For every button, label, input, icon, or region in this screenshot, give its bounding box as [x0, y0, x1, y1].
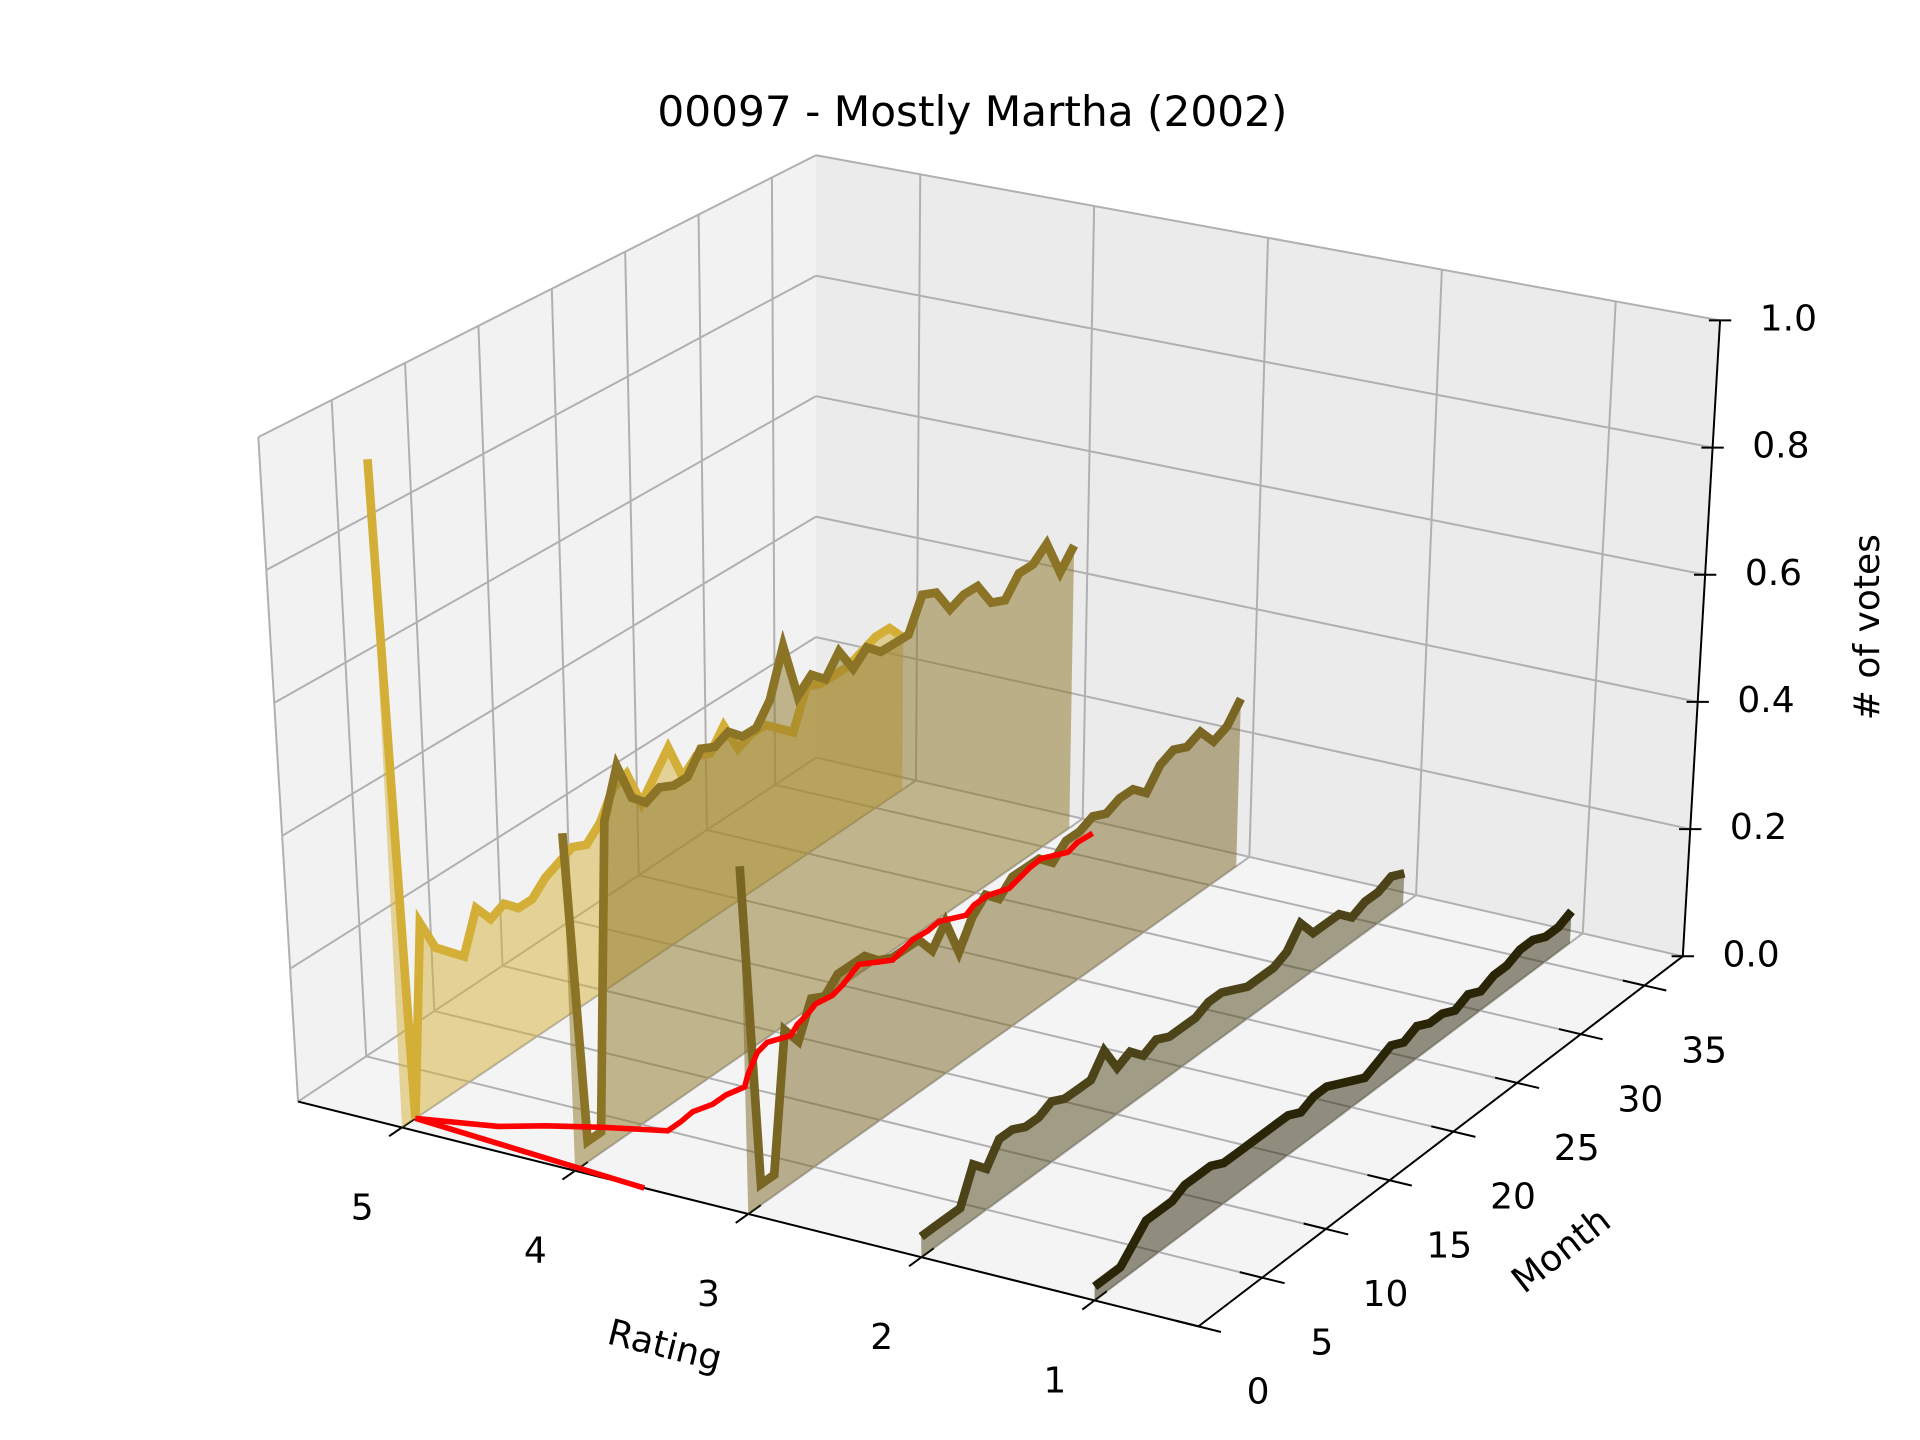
- grid-line: [273, 395, 817, 704]
- grid-line: [404, 362, 436, 1012]
- y-tick-label: 35: [1681, 1031, 1727, 1072]
- grid-line: [815, 274, 1713, 449]
- y-tick-label: 15: [1426, 1225, 1472, 1266]
- grid-line: [477, 325, 504, 966]
- grid-line: [815, 515, 1698, 703]
- series-area: [921, 873, 1405, 1258]
- grid-line: [815, 395, 1706, 576]
- grid-line: [1248, 237, 1269, 857]
- x-tick-label: 3: [697, 1274, 720, 1315]
- grid-line: [1081, 206, 1096, 819]
- grid-line: [1581, 301, 1617, 934]
- grid-line: [330, 400, 368, 1057]
- y-tick-label: 0: [1247, 1371, 1270, 1412]
- grid-line: [1415, 269, 1443, 896]
- z-tick-label: 0.4: [1737, 680, 1794, 721]
- series-line: [558, 535, 1078, 1150]
- grid-line: [281, 515, 817, 837]
- grid-line: [265, 274, 817, 571]
- z-tick-label: 0.8: [1752, 426, 1809, 467]
- y-tick-label: 30: [1618, 1079, 1664, 1120]
- x-tick-label: 1: [1043, 1360, 1066, 1401]
- x-tick-label: 4: [524, 1231, 547, 1272]
- y-tick-label: 5: [1310, 1323, 1333, 1364]
- grid-line: [815, 154, 1721, 322]
- grid-line: [257, 154, 817, 439]
- grid-line: [550, 288, 572, 921]
- y-tick-label: 25: [1554, 1128, 1600, 1169]
- series-area: [562, 543, 1075, 1171]
- z-tick-label: 0.2: [1730, 807, 1787, 848]
- series-area: [1094, 911, 1572, 1301]
- grid-line: [1093, 932, 1584, 1302]
- series-line: [918, 869, 1406, 1241]
- z-tick-label: 1.0: [1760, 298, 1817, 339]
- series-line: [1092, 908, 1575, 1290]
- series-area: [739, 698, 1241, 1214]
- z-axis-label: # of votes: [1847, 534, 1888, 720]
- grid-line: [289, 636, 817, 970]
- x-tick-label: 2: [870, 1317, 893, 1358]
- z-axis: [1681, 320, 1722, 957]
- y-axis: [1197, 955, 1684, 1328]
- grid-line: [697, 214, 708, 831]
- chart-title: 00097 - Mostly Martha (2002): [657, 87, 1287, 136]
- z-tick-label: 0.0: [1722, 934, 1779, 975]
- x-tick-label: 5: [351, 1187, 374, 1228]
- z-tick-label: 0.6: [1745, 553, 1802, 594]
- y-tick-label: 20: [1490, 1177, 1536, 1218]
- y-tick-label: 10: [1363, 1274, 1409, 1315]
- grid-line: [624, 251, 640, 876]
- mean-rating-line: [414, 830, 1095, 1191]
- grid-line: [257, 437, 300, 1102]
